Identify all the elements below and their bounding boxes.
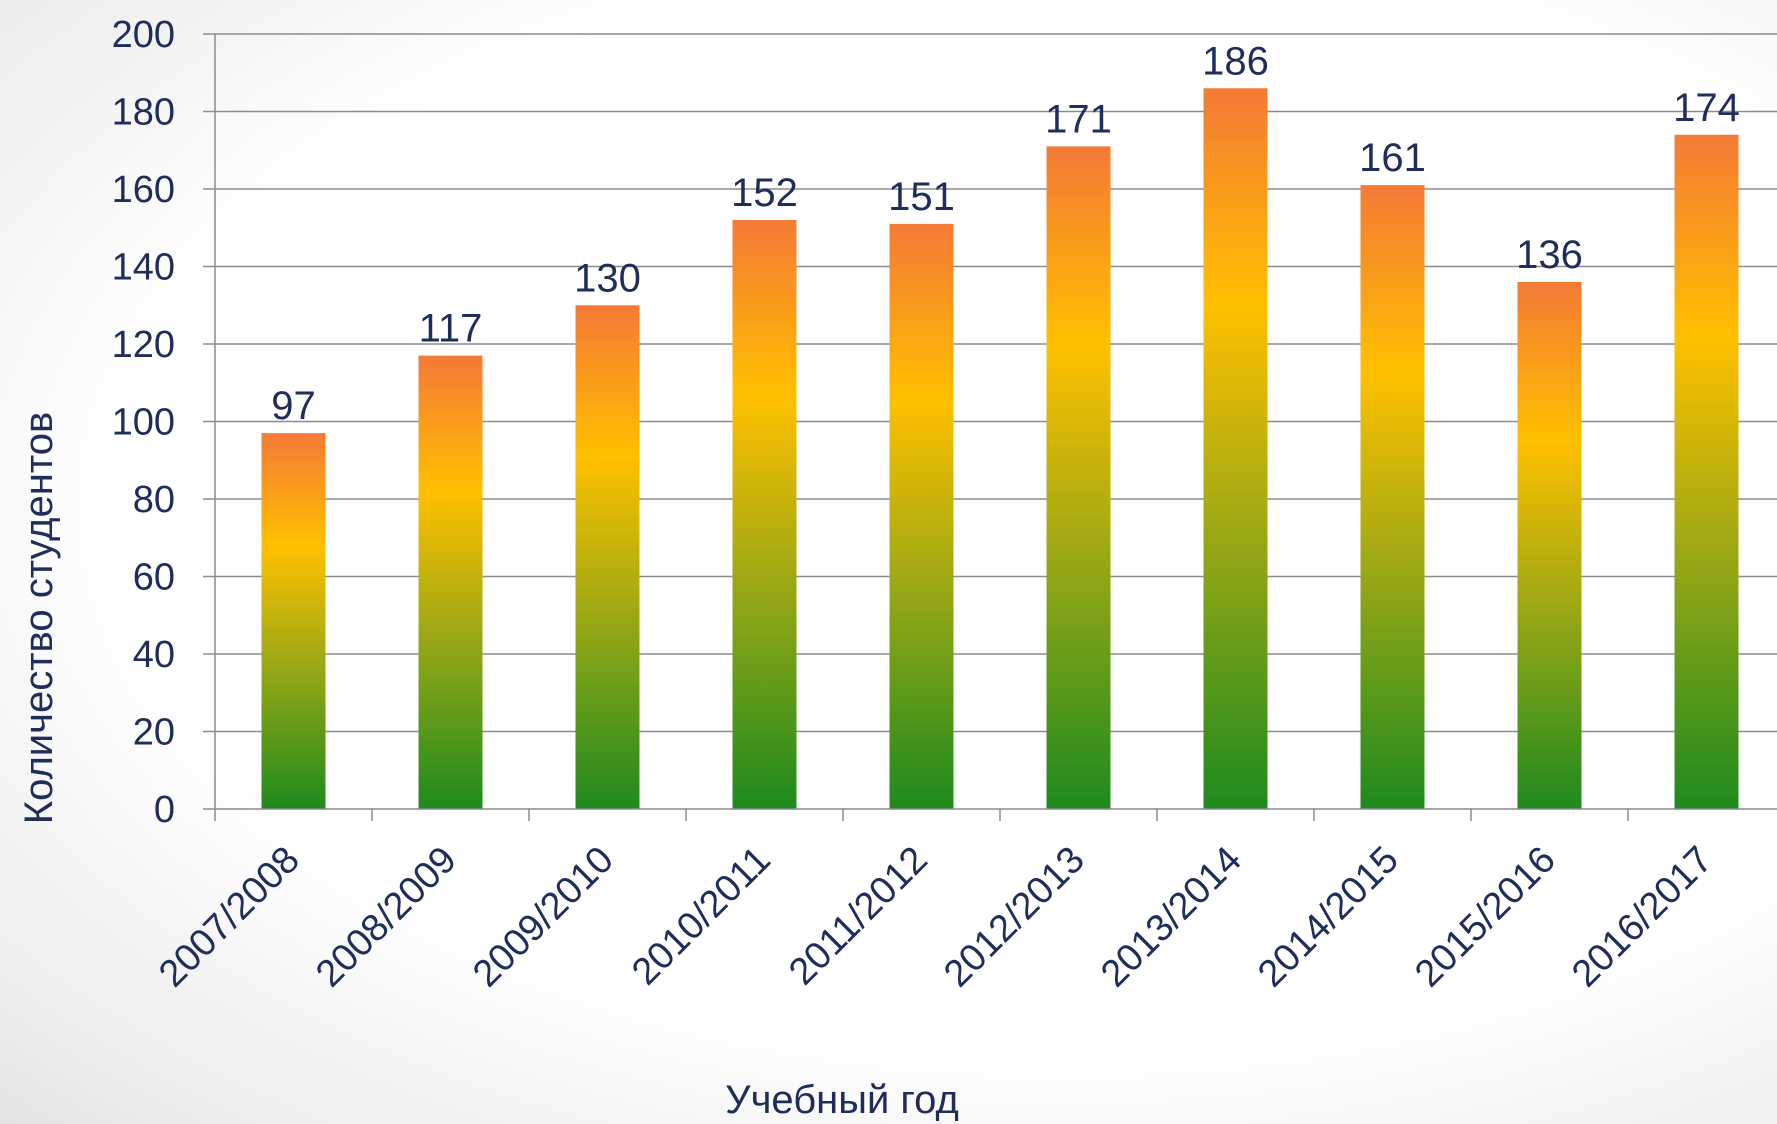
y-tick-label: 60: [133, 557, 175, 599]
bar-2010/2011: [732, 220, 797, 809]
x-tick-label: 2009/2010: [465, 839, 622, 996]
y-tick-label: 180: [112, 92, 175, 134]
data-label: 152: [731, 171, 798, 215]
bars: [261, 88, 1739, 809]
data-label: 174: [1673, 86, 1740, 130]
x-axis-title: Учебный год: [725, 1078, 959, 1122]
y-tick-label: 0: [154, 789, 175, 831]
bar-2013/2014: [1203, 88, 1268, 809]
data-label: 161: [1359, 136, 1426, 180]
bar-2007/2008: [261, 433, 326, 809]
bar-2015/2016: [1517, 282, 1582, 809]
data-label: 151: [888, 175, 955, 219]
data-label: 130: [574, 256, 641, 300]
y-tick-label: 120: [112, 324, 175, 366]
bar-2016/2017: [1674, 134, 1739, 809]
bar-2014/2015: [1360, 185, 1425, 809]
y-axis-title: Количество студентов: [17, 412, 61, 824]
x-tick-label: 2012/2013: [936, 839, 1093, 996]
y-tick-label: 20: [133, 712, 175, 754]
x-tick-label: 2014/2015: [1250, 839, 1407, 996]
x-tick-label: 2013/2014: [1093, 839, 1250, 996]
bar-2012/2013: [1046, 146, 1111, 809]
data-label: 136: [1516, 233, 1583, 277]
x-tick-label: 2007/2008: [151, 839, 308, 996]
x-tick-label: 2008/2009: [308, 839, 465, 996]
data-label: 171: [1045, 97, 1112, 141]
data-label: 117: [419, 307, 483, 351]
y-tick-label: 200: [112, 14, 175, 56]
y-tick-label: 100: [112, 402, 175, 444]
bar-2011/2012: [889, 223, 954, 809]
data-label: 186: [1202, 39, 1269, 83]
y-tick-label: 40: [133, 634, 175, 676]
y-tick-label: 80: [133, 479, 175, 521]
x-tick-label: 2010/2011: [624, 839, 779, 994]
x-tick-label: 2016/2017: [1564, 839, 1721, 996]
data-label: 97: [271, 384, 316, 428]
x-tick-label: 2011/2012: [781, 839, 936, 994]
bar-2009/2010: [575, 305, 640, 809]
axes: [203, 33, 1777, 821]
bar-2008/2009: [418, 355, 483, 809]
y-tick-label: 140: [112, 247, 175, 289]
x-tick-label: 2015/2016: [1407, 839, 1564, 996]
y-tick-label: 160: [112, 169, 175, 211]
